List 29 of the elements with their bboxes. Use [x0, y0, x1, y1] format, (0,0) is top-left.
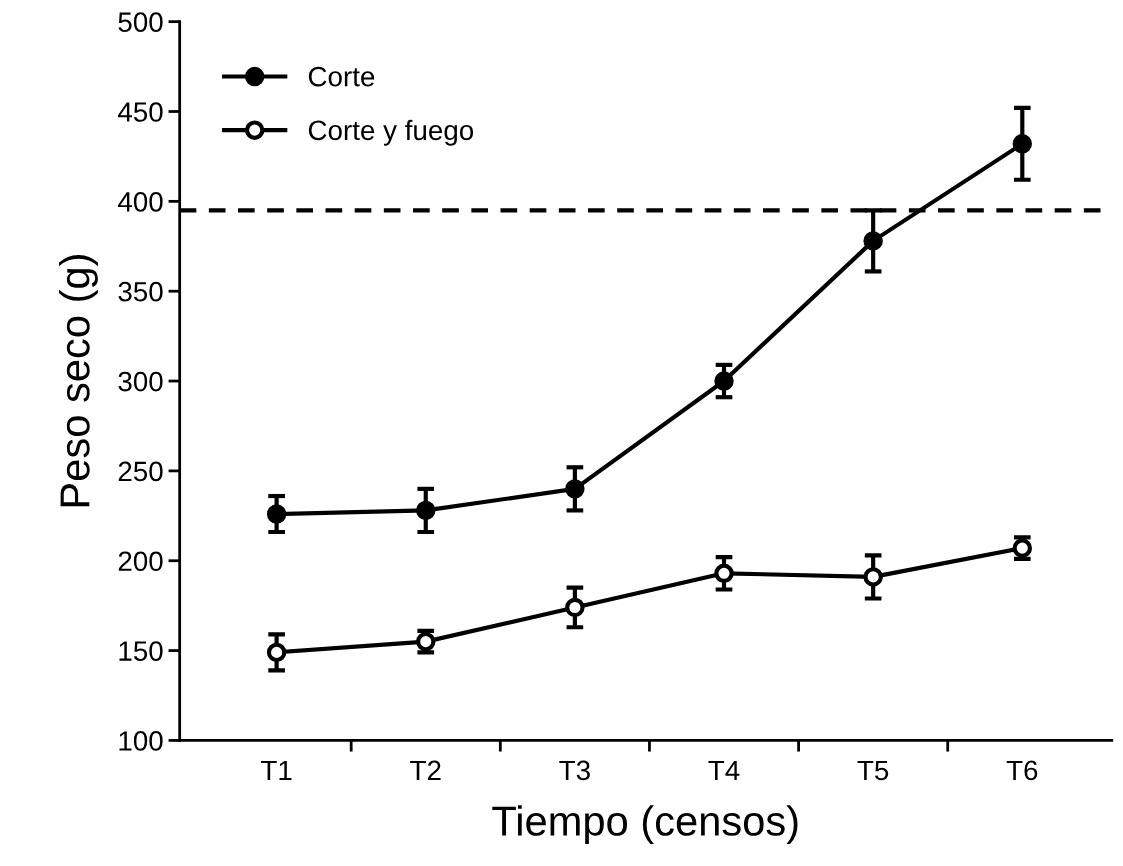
y-axis-title: Peso seco (g)	[59, 255, 98, 507]
y-tick-label: 450	[118, 102, 163, 122]
x-tick-label: T6	[1006, 760, 1038, 781]
x-tick-label: T5	[857, 760, 889, 781]
y-tick-label: 150	[119, 641, 163, 661]
x-tick-label: T1	[261, 760, 292, 780]
point	[266, 504, 287, 524]
point	[714, 371, 734, 391]
y-tick-label: 300	[118, 371, 163, 392]
point	[565, 479, 585, 499]
y-tick-label: 100	[119, 731, 163, 751]
x-axis-title: Tiempo (censos)	[492, 805, 798, 845]
legend-label: Corte y fuego	[308, 119, 474, 146]
y-tick-label: 500	[118, 12, 163, 32]
y-tick-label: 200	[118, 551, 163, 572]
x-tick-label: T3	[559, 760, 590, 781]
point	[863, 567, 883, 587]
y-tick-label: 350	[118, 281, 163, 302]
y-tick-label: 250	[118, 461, 163, 482]
point	[416, 500, 436, 521]
point	[714, 563, 734, 584]
point	[565, 597, 585, 618]
point	[1012, 134, 1033, 154]
x-tick-label: T2	[410, 760, 441, 780]
point	[863, 231, 883, 251]
legend-label: Corte	[308, 66, 375, 87]
point	[266, 642, 287, 663]
y-tick-label: 400	[118, 192, 163, 212]
x-tick-label: T4	[708, 760, 740, 780]
